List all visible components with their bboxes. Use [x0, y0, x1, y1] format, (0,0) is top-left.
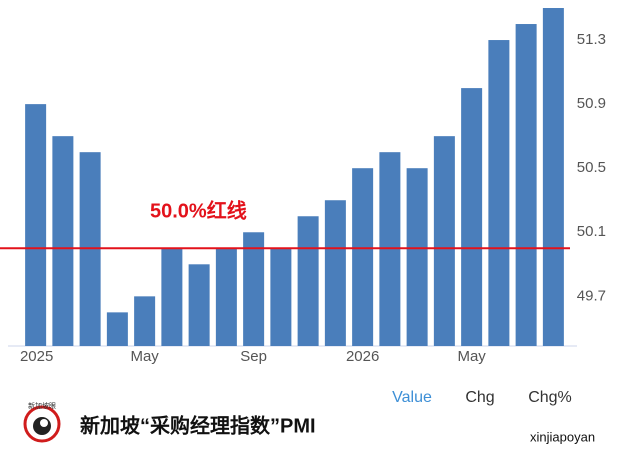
tab[interactable]: Value: [392, 389, 432, 406]
bar: [542, 8, 564, 347]
watermark: xinjiapoyan: [530, 429, 595, 444]
bar: [270, 248, 292, 346]
tab[interactable]: Chg%: [528, 389, 572, 406]
bar: [488, 40, 510, 346]
y-tick-label: 49.7: [577, 287, 606, 304]
y-tick-label: 51.3: [577, 31, 606, 48]
bar: [433, 136, 455, 346]
logo-text: 新加坡眼: [28, 401, 56, 410]
y-tick-label: 50.5: [577, 159, 606, 176]
bar: [515, 24, 537, 347]
bar: [161, 248, 183, 346]
title: 新加坡“采购经理指数”PMI: [80, 413, 316, 437]
bar: [324, 200, 346, 346]
bar: [406, 168, 428, 346]
y-tick-label: 50.9: [577, 95, 606, 112]
x-tick-label: 2025: [20, 348, 53, 365]
bar: [52, 136, 74, 346]
bar: [134, 296, 156, 346]
y-tick-label: 50.1: [577, 223, 606, 240]
bar: [106, 312, 128, 346]
logo: 新加坡眼: [23, 401, 61, 443]
bar: [297, 216, 319, 346]
x-tick-label: May: [130, 348, 159, 365]
bar: [352, 168, 374, 346]
bar: [215, 248, 237, 346]
bar: [25, 104, 47, 347]
bar: [188, 264, 210, 346]
bar: [461, 88, 483, 346]
x-tick-label: Sep: [240, 348, 267, 365]
x-tick-label: 2026: [346, 348, 379, 365]
bar: [243, 232, 265, 346]
tab[interactable]: Chg: [465, 389, 494, 406]
x-tick-label: May: [457, 348, 486, 365]
reference-label: 50.0%红线: [150, 198, 247, 222]
